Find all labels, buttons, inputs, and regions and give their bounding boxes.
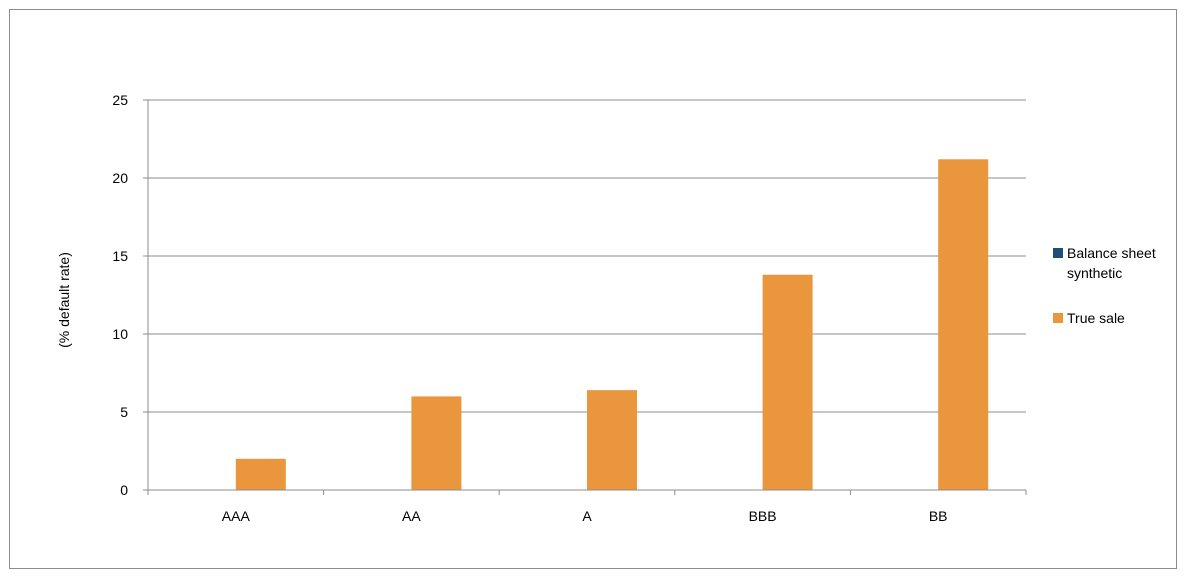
x-tick-label: A [582,508,592,524]
legend: Balance sheet synthetic True sale [1053,245,1156,326]
gridlines [148,99,1026,413]
x-tick-label: BB [929,508,948,524]
y-tick-label: 20 [112,170,128,186]
bar-true-sale-aa [411,396,462,490]
bar-true-sale-a [587,390,637,490]
y-tick-label: 15 [112,248,128,264]
x-tick-label: BBB [749,508,777,524]
x-tick-label: AA [402,508,421,524]
legend-swatch [1053,313,1063,323]
y-tick-label: 0 [120,482,128,498]
legend-label: True sale [1067,310,1125,326]
legend-label: synthetic [1067,265,1122,281]
bar-true-sale-aaa [235,458,286,490]
legend-label: Balance sheet [1067,245,1156,261]
bars [235,159,989,490]
bar-true-sale-bb [938,159,989,490]
legend-swatch [1053,248,1063,258]
x-tick-label: AAA [222,508,251,524]
y-axis-title: (% default rate) [56,252,72,348]
y-tick-label: 5 [120,404,128,420]
y-tick-label: 10 [112,326,128,342]
y-tick-label: 25 [112,92,128,108]
bar-true-sale-bbb [762,274,813,490]
